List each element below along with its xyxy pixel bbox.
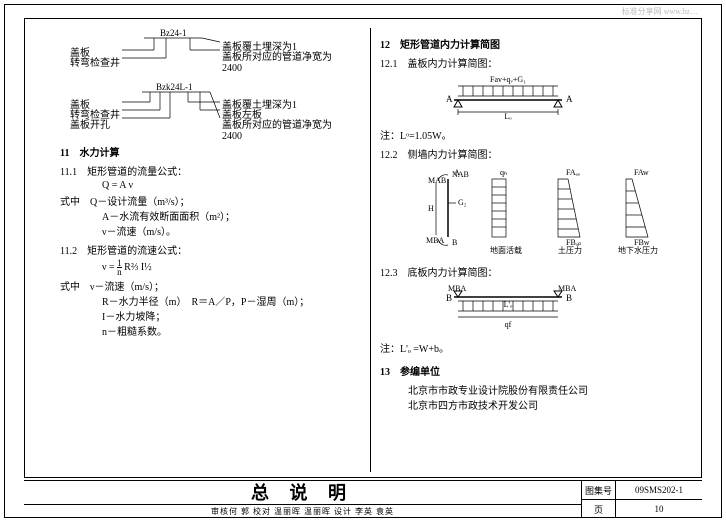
- note-12-3: 注：L'ₒ =W+b。: [380, 340, 692, 355]
- svg-text:Fav+qᵥ+G₁: Fav+qᵥ+G₁: [490, 75, 526, 84]
- svg-text:FAₐₒ: FAₐₒ: [566, 168, 581, 177]
- eq-Q: Q = A ν: [102, 180, 340, 191]
- svg-text:L'ₒ: L'ₒ: [504, 300, 513, 309]
- desc-R: R－水力半径（m） R＝A／P，P－湿周（m）；: [102, 293, 340, 308]
- l2-r3b: 盖板所对应的管道净宽为2400: [222, 116, 340, 142]
- section-12-1: 12.1 盖板内力计算简图：: [380, 55, 692, 70]
- org-1: 北京市市政专业设计院股份有限责任公司: [408, 382, 692, 397]
- right-column: 12 矩形管道内力计算简图 12.1 盖板内力计算简图： Fav+qᵥ+G₁: [380, 28, 692, 466]
- note-12-1: 注：Lᵒ=1.05W。: [380, 127, 692, 142]
- column-divider: [370, 28, 371, 472]
- svg-text:地面活载: 地面活载: [490, 245, 522, 255]
- tb-k2: 页: [582, 500, 616, 518]
- svg-text:B: B: [446, 293, 452, 303]
- svg-text:MBA: MBA: [426, 236, 444, 245]
- svg-text:A: A: [446, 94, 453, 104]
- tb-k1: 图集号: [582, 481, 616, 499]
- content: Bz24-1 盖板 盖板覆土埋深为1 转弯检查井 盖板所对应的管道净宽为2400…: [60, 28, 692, 466]
- svg-text:qₕ: qₕ: [500, 168, 507, 177]
- svg-text:B: B: [452, 238, 457, 247]
- title-block: 总 说 明 审核何 郭 校对 温丽晖 温丽晖 设计 李英 袁英 图集号 09SM…: [24, 480, 702, 518]
- section-13: 13 参编单位: [380, 363, 692, 378]
- desc-v2: 式中 ν－流速（m/s）；: [60, 278, 340, 293]
- section-12-2: 12.2 侧墙内力计算简图：: [380, 146, 692, 161]
- diagram-12-1: Fav+qᵥ+G₁ A A: [408, 74, 692, 123]
- section-11-1: 11.1 矩形管道的流量公式：: [60, 163, 340, 178]
- svg-text:A: A: [454, 168, 460, 177]
- section-11: 11 水力计算: [60, 144, 340, 159]
- svg-text:B: B: [566, 293, 572, 303]
- svg-text:土压力: 土压力: [558, 245, 582, 255]
- section-12: 12 矩形管道内力计算简图: [380, 36, 692, 51]
- l1-r2a: 转弯检查井: [70, 54, 120, 69]
- section-12-3: 12.3 底板内力计算简图：: [380, 264, 692, 279]
- drawing-title: 总 说 明: [251, 483, 354, 503]
- diagram-12-3: MBA MBA B B L'ₒ qf: [408, 283, 692, 336]
- l1-r2b: 盖板所对应的管道净宽为2400: [222, 48, 340, 74]
- svg-text:Bzk24L-1: Bzk24L-1: [156, 82, 193, 92]
- svg-text:G₂: G₂: [458, 198, 467, 207]
- svg-text:地下水压力: 地下水压力: [618, 245, 658, 255]
- org-2: 北京市四方市政技术开发公司: [408, 397, 692, 412]
- section-11-2: 11.2 矩形管道的流速公式：: [60, 242, 340, 257]
- tb-v2: 10: [616, 500, 702, 518]
- desc-v: ν－流速（m/s）。: [102, 223, 340, 238]
- l2-r3a: 盖板开孔: [70, 116, 110, 131]
- legend-2: Bzk24L-1 盖板 盖板覆土埋深为1 转弯检查井 盖板左板 盖板开孔 盖板所…: [70, 82, 340, 136]
- svg-text:FAw: FAw: [634, 168, 649, 177]
- legend-1: Bz24-1 盖板 盖板覆土埋深为1 转弯检查井 盖板所对应的管道净宽为2400: [70, 28, 340, 72]
- legend-1-code: Bz24-1: [160, 28, 187, 38]
- svg-text:qf: qf: [505, 320, 512, 329]
- desc-n: n－粗糙系数。: [102, 323, 340, 338]
- svg-text:MBA: MBA: [558, 284, 576, 293]
- svg-text:A: A: [566, 94, 573, 104]
- svg-text:MBA: MBA: [448, 284, 466, 293]
- desc-Q: 式中 Q－设计流量（m³/s）；: [60, 193, 340, 208]
- desc-I: I－水力坡降；: [102, 308, 340, 323]
- title-sub: 审核何 郭 校对 温丽晖 温丽晖 设计 李英 袁英: [24, 504, 581, 518]
- svg-text:Lₒ: Lₒ: [504, 112, 512, 121]
- svg-text:MAB: MAB: [428, 176, 446, 185]
- svg-text:H: H: [428, 204, 434, 213]
- title-main: 总 说 明 审核何 郭 校对 温丽晖 温丽晖 设计 李英 袁英: [24, 481, 582, 518]
- diagram-12-2: NAB MAB A G₂ H B MBA qₕ 地面活载: [408, 165, 692, 260]
- title-right: 图集号 09SMS202-1 页 10: [582, 481, 702, 518]
- left-column: Bz24-1 盖板 盖板覆土埋深为1 转弯检查井 盖板所对应的管道净宽为2400…: [60, 28, 340, 466]
- watermark: 标准分享网 www.bz…: [622, 6, 698, 17]
- eq-v: ν = 1n R⅔ I½: [102, 259, 340, 276]
- tb-v1: 09SMS202-1: [616, 481, 702, 499]
- desc-A: A－水流有效断面面积（m²）；: [102, 208, 340, 223]
